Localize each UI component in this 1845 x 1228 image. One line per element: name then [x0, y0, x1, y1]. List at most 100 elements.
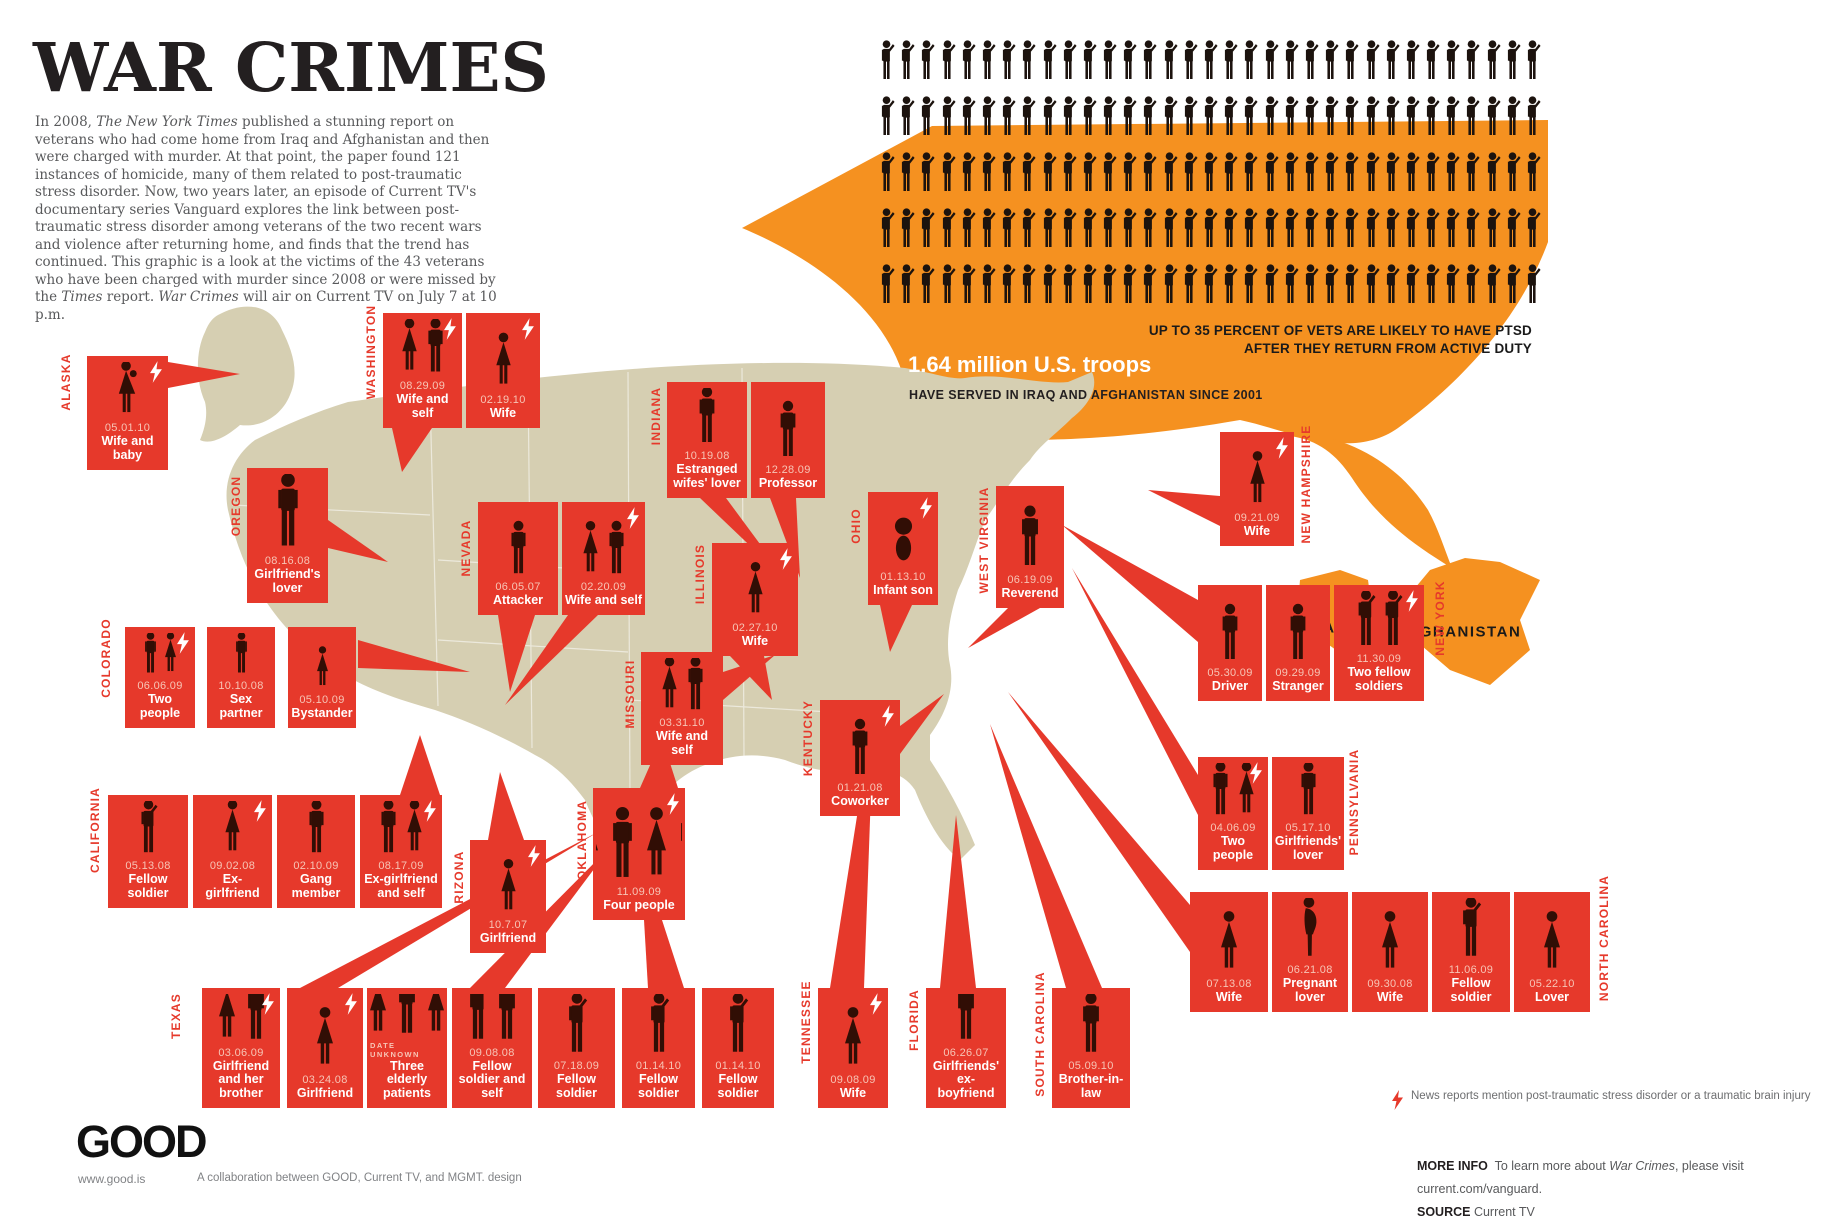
victim-label: Girlfriends' ex-boyfriend [932, 1058, 1000, 1100]
soldier-icon [1019, 258, 1036, 314]
victim-silhouette-woman-icon [397, 319, 422, 376]
soldier-icon [1080, 146, 1097, 202]
victim-silhouettes [625, 994, 692, 1056]
incident-date: 05.09.10 [1068, 1060, 1114, 1072]
soldier-icon [878, 34, 895, 90]
soldier-icon [939, 146, 956, 202]
soldier-icon [1403, 34, 1420, 90]
state-label-new-hampshire: NEW HAMPSHIRE [1299, 424, 1313, 544]
incident-date: 02.10.09 [293, 860, 339, 872]
ptsd-bolt-icon [780, 548, 792, 570]
soldier-icon [1262, 258, 1279, 314]
soldier-icon [939, 258, 956, 314]
incident-date: 06.26.07 [943, 1046, 989, 1059]
ptsd-stat-note: UP TO 35 PERCENT OF VETS ARE LIKELY TO H… [1149, 322, 1532, 358]
victim-silhouette-man-icon [232, 633, 251, 676]
victim-card-north-carolina-2: 06.21.08 Pregnant lover [1272, 892, 1348, 1012]
victim-label: Reverend [1001, 585, 1059, 600]
soldier-icon [1443, 34, 1460, 90]
victim-silhouette-man-icon [674, 806, 683, 882]
victim-label: Wife [741, 633, 769, 648]
soldier-icon [898, 146, 915, 202]
soldier-icon [999, 90, 1016, 146]
incident-date: 03.31.10 [659, 717, 705, 729]
soldier-icon [1302, 90, 1319, 146]
incident-date: 09.02.08 [209, 860, 256, 872]
victim-silhouette-woman-icon [496, 858, 521, 915]
afghanistan-map [1405, 558, 1540, 685]
victim-silhouettes [1517, 898, 1587, 974]
state-label-indiana: INDIANA [649, 386, 663, 446]
incident-date: 09.08.08 [469, 1046, 515, 1059]
victim-silhouettes [250, 474, 325, 551]
victim-silhouette-woman-icon [1538, 910, 1566, 974]
soldier-icon [939, 90, 956, 146]
soldier-icon [1463, 146, 1480, 202]
soldier-icon [1484, 146, 1501, 202]
victim-card-arizona-1: 10.7.07 Girlfriend [470, 840, 546, 953]
soldier-icon [959, 258, 976, 314]
soldier-icon [1322, 90, 1339, 146]
victim-silhouette-woman-icon [640, 806, 673, 882]
intro-paragraph: In 2008, The New York Times published a … [35, 114, 497, 323]
soldier-icon [1403, 146, 1420, 202]
soldier-icon [1524, 90, 1541, 146]
incident-date: 06.06.09 [137, 680, 183, 692]
soldier-icon [898, 34, 915, 90]
soldier-icon [1040, 146, 1057, 202]
victim-card-california-4: 08.17.09 Ex-girlfriend and self [360, 795, 442, 908]
soldier-icon [1363, 146, 1380, 202]
victim-silhouettes [1193, 898, 1265, 974]
soldier-icon [1504, 34, 1521, 90]
soldier-icon [1443, 202, 1460, 258]
soldier-icon [1181, 90, 1198, 146]
soldier-icon [1363, 34, 1380, 90]
victim-silhouettes [705, 994, 771, 1056]
victim-silhouette-man-icon [683, 658, 708, 713]
victim-silhouette-salute-icon [1353, 591, 1379, 649]
victim-label: Wife [839, 1085, 867, 1100]
incident-date: 07.18.09 [553, 1060, 600, 1072]
incident-date: DATE UNKNOWN [370, 1040, 420, 1059]
incident-date: 03.24.08 [302, 1073, 348, 1086]
soldier-icon [959, 202, 976, 258]
soldier-icon [1100, 34, 1117, 90]
soldier-icon [1100, 146, 1117, 202]
soldier-icon [1262, 34, 1279, 90]
callout-pointer-illinois [730, 656, 772, 700]
soldier-icon [898, 202, 915, 258]
soldier-icon [999, 202, 1016, 258]
victim-label: Wife [489, 405, 517, 420]
soldier-icon [1040, 34, 1057, 90]
victim-silhouette-woman-icon [743, 561, 768, 618]
victim-card-florida-1: 06.26.07 Girlfriends' ex-boyfriend [926, 988, 1006, 1108]
incident-date: 10.10.08 [218, 680, 264, 692]
soldier-icon [1040, 202, 1057, 258]
incident-date: 05.22.10 [1529, 977, 1575, 990]
victim-label: Infant son [873, 582, 933, 597]
incident-date: 08.17.09 [378, 860, 424, 872]
victim-card-nevada-2: 02.20.09 Wife and self [562, 502, 645, 615]
ptsd-bolt-icon [528, 845, 540, 867]
soldier-row [878, 90, 1554, 146]
victim-silhouettes [280, 801, 352, 856]
callout-pointer-florida [940, 815, 976, 988]
soldier-icon [1342, 202, 1359, 258]
soldier-icon [1201, 34, 1218, 90]
state-label-west-virginia: WEST VIRGINIA [977, 486, 991, 594]
soldier-icon [1302, 258, 1319, 314]
victim-silhouette-salute-icon [464, 994, 492, 1043]
soldier-icon [1019, 202, 1036, 258]
victim-card-colorado-2: 10.10.08 Sex partner [207, 627, 275, 728]
ptsd-bolt-icon [424, 800, 436, 822]
soldier-icon [1383, 146, 1400, 202]
state-label-new-york: NEW YORK [1433, 580, 1447, 656]
victim-silhouette-man-icon [775, 400, 801, 460]
soldier-icon [1201, 202, 1218, 258]
soldier-icon [1403, 90, 1420, 146]
soldier-icon [1100, 258, 1117, 314]
soldier-icon [1241, 34, 1258, 90]
soldier-icon [1423, 90, 1440, 146]
soldier-icon [1504, 90, 1521, 146]
ptsd-bolt-icon [262, 993, 274, 1015]
